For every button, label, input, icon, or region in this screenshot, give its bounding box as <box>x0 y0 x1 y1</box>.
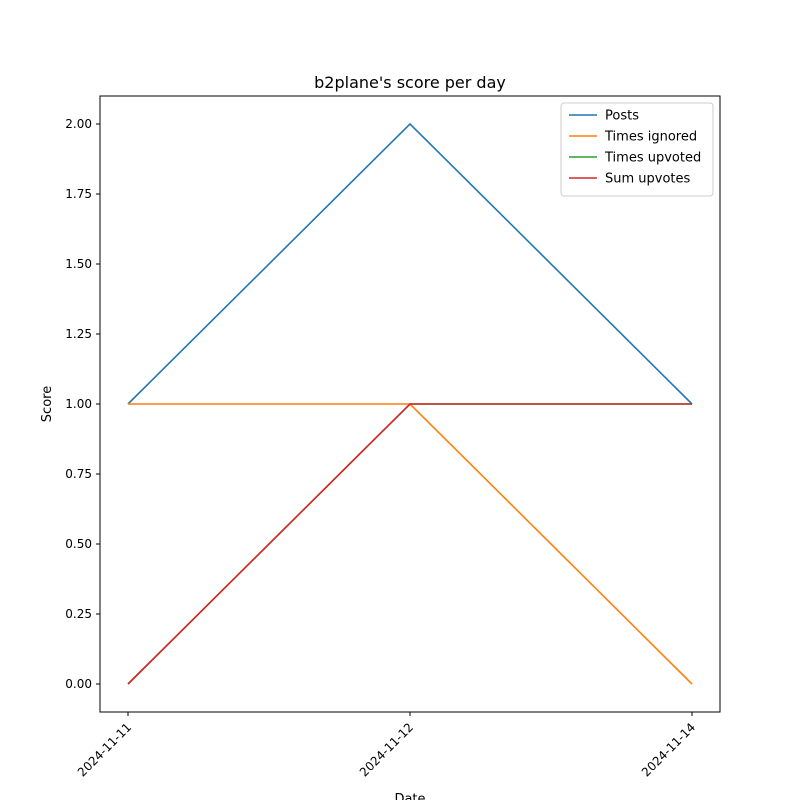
series-line-0 <box>127 122 693 405</box>
y-tick-label: 0.25 <box>65 607 92 621</box>
y-tick-label: 0.75 <box>65 467 92 481</box>
y-tick-label: 1.50 <box>65 257 92 271</box>
x-axis: 2024-11-11 2024-11-12 2024-11-14 <box>75 712 698 779</box>
x-axis-label: Date <box>394 792 425 800</box>
y-tick-label: 1.25 <box>65 327 92 341</box>
legend-box <box>560 102 714 197</box>
legend-entry-3: Sum upvotes <box>605 172 691 187</box>
series-line-3 <box>127 403 692 685</box>
y-tick-label: 0.00 <box>65 677 92 691</box>
legend-entry-1: Times ignored <box>604 130 697 145</box>
legend-entry-0: Posts <box>605 109 639 124</box>
y-axis-label: Score <box>40 386 55 422</box>
x-tick-label: 2024-11-12 <box>357 720 416 779</box>
x-tick-label: 2024-11-11 <box>75 720 134 779</box>
chart-title: b2plane's score per day <box>314 73 506 92</box>
y-tick-label: 1.00 <box>65 397 92 411</box>
x-tick-label: 2024-11-14 <box>639 720 698 779</box>
y-tick-label: 0.50 <box>65 537 92 551</box>
series-line-1 <box>128 403 693 685</box>
y-axis: 0.00 0.25 0.50 0.75 1.00 1.25 1.50 1.75 2.00 <box>65 117 100 691</box>
legend-entry-2: Times upvoted <box>604 151 701 166</box>
legend: Posts Times ignored Times upvoted Sum upvot… <box>560 102 714 197</box>
series-layer <box>127 122 693 685</box>
y-tick-label: 2.00 <box>65 117 92 131</box>
series-line-2 <box>127 403 692 685</box>
y-tick-label: 1.75 <box>65 187 92 201</box>
